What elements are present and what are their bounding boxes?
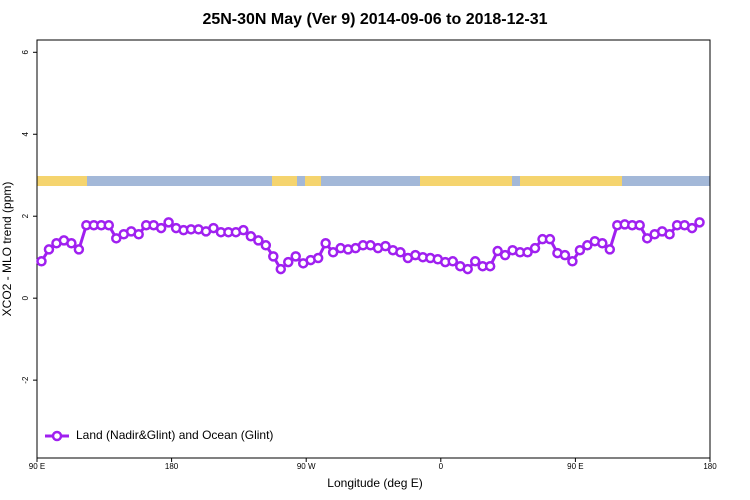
data-point xyxy=(163,217,174,228)
data-point xyxy=(395,247,406,258)
data-point xyxy=(275,263,287,275)
data-point xyxy=(253,235,264,246)
land-mask-strip xyxy=(37,176,710,186)
data-point xyxy=(268,251,279,262)
data-point xyxy=(312,252,324,264)
data-point xyxy=(208,222,219,234)
data-point xyxy=(597,238,608,249)
data-point xyxy=(73,244,85,255)
data-point xyxy=(260,240,272,251)
data-point xyxy=(544,233,556,245)
data-point xyxy=(380,240,391,252)
x-tick-label: 0 xyxy=(439,462,444,471)
data-point xyxy=(499,249,511,261)
data-point xyxy=(641,233,653,244)
data-point xyxy=(66,238,77,249)
x-axis-label: Longitude (deg E) xyxy=(327,476,422,490)
x-tick-label: 90 W xyxy=(297,462,316,471)
data-point xyxy=(634,219,645,231)
data-point xyxy=(133,228,144,240)
x-tick-label: 90 E xyxy=(567,462,583,471)
data-point xyxy=(492,245,503,257)
x-tick-label: 180 xyxy=(165,462,179,471)
plot-frame xyxy=(36,39,711,459)
data-point xyxy=(604,244,616,255)
data-point xyxy=(582,240,593,251)
data-point xyxy=(245,231,257,242)
data-point xyxy=(327,247,339,258)
y-tick-label: 4 xyxy=(21,131,30,136)
legend-label: Land (Nadir&Glint) and Ocean (Glint) xyxy=(76,428,273,442)
x-tick-label: 90 E xyxy=(29,462,45,471)
data-point xyxy=(529,242,541,254)
data-point xyxy=(567,256,578,267)
data-point xyxy=(238,224,249,236)
x-tick-label: 180 xyxy=(703,462,717,471)
data-point xyxy=(469,256,481,267)
data-point xyxy=(111,233,122,244)
data-point xyxy=(447,256,459,267)
y-tick-label: 0 xyxy=(21,295,30,300)
chart-title: 25N-30N May (Ver 9) 2014-09-06 to 2018-1… xyxy=(202,11,547,28)
data-point xyxy=(694,217,705,228)
y-tick-label: 6 xyxy=(21,50,30,55)
data-point xyxy=(103,219,115,231)
data-point xyxy=(155,222,167,234)
data-point xyxy=(462,263,473,275)
y-axis-label: XCO2 - MLO trend (ppm) xyxy=(0,182,14,317)
legend-marker xyxy=(51,430,63,442)
data-point xyxy=(43,244,55,255)
data-point xyxy=(686,222,698,234)
data-point xyxy=(484,260,496,272)
data-point xyxy=(290,251,301,262)
data-point xyxy=(574,244,586,256)
y-tick-label: -2 xyxy=(21,376,30,384)
data-point xyxy=(522,247,533,258)
data-point xyxy=(664,228,675,240)
data-point xyxy=(559,249,571,261)
data-point xyxy=(320,238,331,249)
data-point xyxy=(283,256,294,268)
data-point xyxy=(36,256,47,267)
y-tick-label: 2 xyxy=(21,213,30,218)
